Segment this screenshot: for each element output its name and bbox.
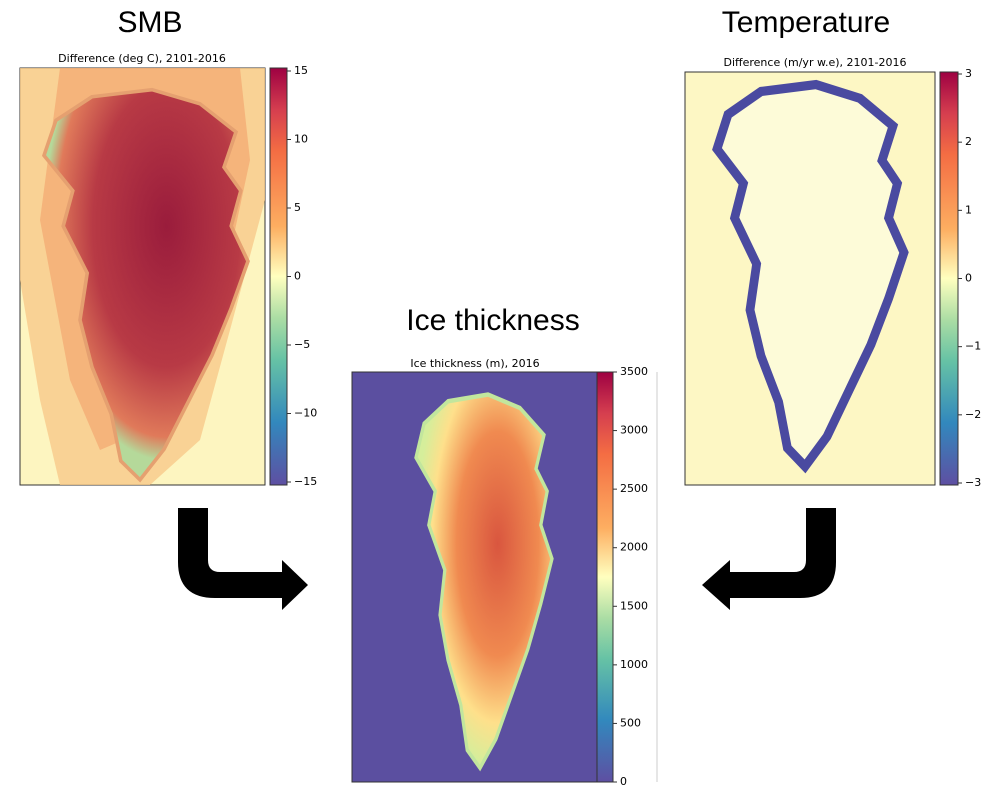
smb-map [20, 68, 265, 485]
colorbar-tick-label: 10 [294, 133, 308, 146]
diagram: SMB Difference (deg C), 2101-2016 Ice th… [0, 0, 996, 788]
colorbar-tick-label: 3500 [620, 365, 648, 378]
colorbar-tick-label: 2 [965, 135, 972, 148]
colorbar-tick-label: 0 [965, 272, 972, 285]
colorbar [270, 68, 287, 485]
colorbar-tick-label: 0 [294, 270, 301, 283]
colorbar-tick-label: 2500 [620, 482, 648, 495]
panel-heading: SMB [117, 6, 182, 39]
colorbar [597, 372, 613, 782]
panel-heading: Temperature [722, 6, 890, 39]
arrow [178, 508, 308, 610]
colorbar-tick-label: −2 [965, 408, 981, 421]
plot-title: Difference (deg C), 2101-2016 [58, 52, 226, 65]
colorbar-tick-label: −15 [294, 475, 317, 488]
colorbar-tick-label: −10 [294, 407, 317, 420]
colorbar-tick-label: 3000 [620, 424, 648, 437]
plot-title: Difference (m/yr w.e), 2101-2016 [724, 56, 907, 69]
colorbar-tick-label: 5 [294, 201, 301, 214]
colorbar-tick-label: 1000 [620, 658, 648, 671]
colorbar-tick-label: −1 [965, 340, 981, 353]
colorbar-tick-label: −3 [965, 476, 981, 489]
plot-title: Ice thickness (m), 2016 [410, 357, 539, 370]
colorbar-tick-label: 15 [294, 64, 308, 77]
colorbar-tick-label: 0 [620, 775, 627, 788]
temperature-map [685, 72, 935, 485]
panel-heading: Ice thickness [406, 304, 579, 337]
colorbar-tick-label: 1 [965, 203, 972, 216]
colorbar-tick-label: 1500 [620, 599, 648, 612]
colorbar-tick-label: −5 [294, 338, 310, 351]
colorbar [940, 72, 958, 485]
colorbar-tick-label: 2000 [620, 541, 648, 554]
colorbar-tick-label: 500 [620, 716, 641, 729]
arrow [702, 508, 836, 610]
colorbar-tick-label: 3 [965, 67, 972, 80]
